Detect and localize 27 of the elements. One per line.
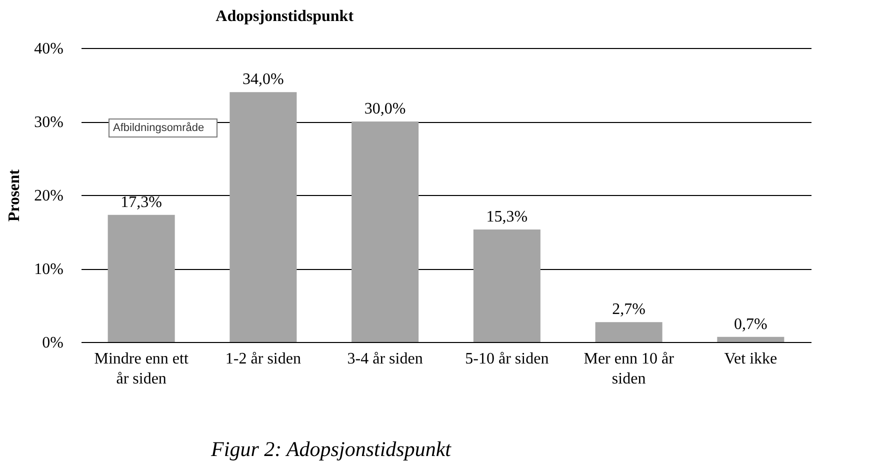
bar xyxy=(108,214,175,342)
x-tick-label: Mer enn 10 år siden xyxy=(584,350,675,388)
data-label: 2,7% xyxy=(612,301,646,318)
text: Figur 2: Adopsjonstidspunkt xyxy=(210,437,452,461)
data-label: 15,3% xyxy=(486,208,528,226)
x-tick-label: 3-4 år siden xyxy=(347,350,423,368)
y-tick-label: 30% xyxy=(34,114,64,131)
bar xyxy=(352,122,419,342)
bar xyxy=(230,92,297,342)
y-tick-label: 0% xyxy=(42,334,64,352)
x-tick-label: Mindre enn ett år siden xyxy=(94,350,189,388)
x-tick-label: 1-2 år siden xyxy=(225,350,301,368)
bar xyxy=(595,322,662,342)
y-axis-title: Prosent xyxy=(6,168,24,222)
x-tick-label: Vet ikke xyxy=(724,350,778,368)
x-tick-label: 5-10 år siden xyxy=(465,350,549,368)
data-label: 17,3% xyxy=(120,194,162,211)
annotation: Afbildningsområde xyxy=(113,122,204,134)
bar xyxy=(717,336,784,342)
data-label: 30,0% xyxy=(364,100,406,118)
data-label: 34,0% xyxy=(242,71,284,88)
y-tick-label: 10% xyxy=(34,261,64,278)
data-label: 0,7% xyxy=(734,316,768,333)
bar xyxy=(473,230,540,342)
y-tick-label: 20% xyxy=(34,188,64,204)
chart-title: Adopsjonstidspunkt xyxy=(216,8,354,25)
y-tick-label: 40% xyxy=(34,40,64,58)
